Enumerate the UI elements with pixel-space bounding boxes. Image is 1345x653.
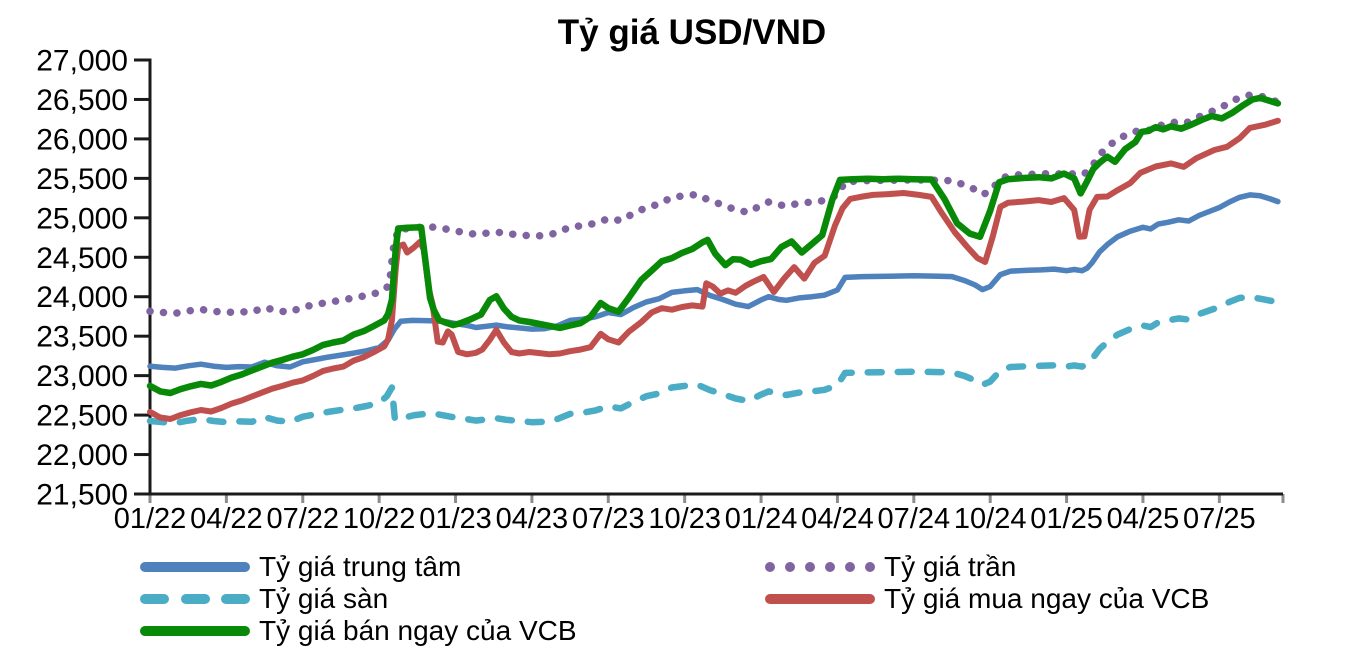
series-line-1 (146, 91, 1282, 318)
x-axis-tick-label: 01/22 (114, 503, 187, 535)
x-axis-tick-label: 10/23 (648, 503, 721, 535)
y-axis-tick-label: 23,000 (36, 360, 128, 393)
x-axis-tick-label: 04/25 (1107, 503, 1180, 535)
y-axis-tick-label: 22,500 (36, 400, 128, 433)
y-axis-tick-label: 24,500 (36, 242, 128, 275)
y-axis-tick-label: 27,000 (36, 45, 128, 78)
legend-marker-dotted-purple (765, 562, 875, 572)
x-axis-tick-label: 04/24 (801, 503, 874, 535)
legend-label: Tỷ giá trần (884, 551, 1017, 582)
x-axis-tick-label: 07/25 (1183, 503, 1256, 535)
series-line-3 (147, 117, 1281, 422)
legend-marker-solid-red (765, 594, 875, 604)
legend-column-left: Tỷ giá trung tâm Tỷ giá sàn Tỷ giá bán n… (140, 551, 577, 647)
legend-column-right: Tỷ giá trần Tỷ giá mua ngay của VCB (765, 551, 1209, 615)
legend-item-san: Tỷ giá sàn (140, 583, 577, 615)
series-line-4 (146, 94, 1282, 397)
legend-label: Tỷ giá sàn (259, 583, 389, 614)
y-axis-tick-label: 21,500 (36, 479, 128, 512)
y-axis-tick-label: 26,500 (36, 84, 128, 117)
y-axis-tick-label: 25,500 (36, 163, 128, 196)
legend-marker-solid-green (140, 626, 250, 636)
legend-marker-dashed-cyan (140, 594, 250, 604)
legend-label: Tỷ giá bán ngay của VCB (259, 615, 577, 646)
y-axis-tick-label: 24,000 (36, 281, 128, 314)
legend-item-mua-ngay-vcb: Tỷ giá mua ngay của VCB (765, 583, 1209, 615)
x-axis-tick-label: 07/22 (266, 503, 339, 535)
legend-label: Tỷ giá trung tâm (259, 551, 462, 582)
x-axis-tick-label: 04/23 (496, 503, 569, 535)
legend-item-trung-tam: Tỷ giá trung tâm (140, 551, 577, 583)
series-line-0 (147, 192, 1281, 371)
y-axis-tick-label: 26,000 (36, 123, 128, 156)
x-axis-tick-label: 10/22 (343, 503, 416, 535)
legend-marker-solid-blue (140, 562, 250, 572)
legend-label: Tỷ giá mua ngay của VCB (884, 583, 1210, 614)
x-axis-tick-label: 07/23 (572, 503, 645, 535)
x-axis-tick-label: 01/24 (725, 503, 798, 535)
y-axis-tick-label: 23,500 (36, 321, 128, 354)
y-axis-tick-label: 22,000 (36, 439, 128, 472)
x-axis-tick-label: 01/25 (1030, 503, 1103, 535)
x-axis-tick-label: 07/24 (878, 503, 951, 535)
x-axis-tick-label: 04/22 (190, 503, 263, 535)
x-axis-tick-label: 10/24 (954, 503, 1027, 535)
legend-item-tran: Tỷ giá trần (765, 551, 1209, 583)
x-axis-tick-label: 01/23 (419, 503, 492, 535)
chart-title: Tỷ giá USD/VND (557, 13, 827, 52)
legend-item-ban-ngay-vcb: Tỷ giá bán ngay của VCB (140, 615, 577, 647)
y-axis-tick-label: 25,000 (36, 202, 128, 235)
series-line-2 (146, 293, 1282, 427)
